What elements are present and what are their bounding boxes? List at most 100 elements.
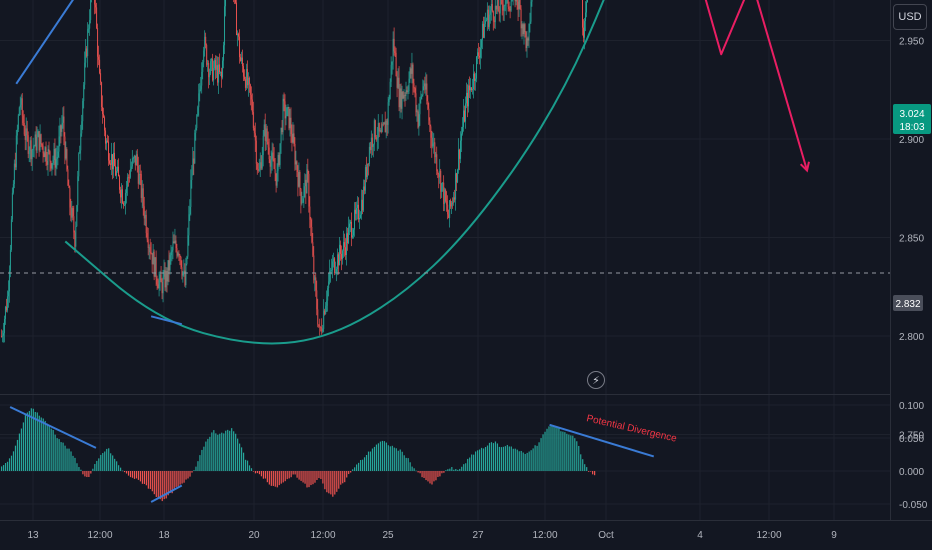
candle-body — [80, 133, 82, 151]
histogram-bar — [546, 428, 548, 471]
histogram-bar — [46, 423, 48, 471]
histogram-bar — [54, 434, 56, 471]
histogram-bar — [510, 446, 512, 471]
histogram-bar — [250, 468, 253, 471]
candle-body — [300, 188, 302, 204]
candle-body — [502, 4, 504, 11]
histogram-bar — [570, 435, 572, 471]
candle-body — [193, 158, 195, 164]
blue-divergence-line-osc-2[interactable] — [150, 484, 183, 503]
candle-body — [220, 71, 222, 73]
candle-body — [124, 193, 126, 205]
histogram-bar — [76, 463, 78, 471]
histogram-bar — [508, 446, 510, 471]
candle-body — [238, 33, 239, 37]
blue-divergence-line-price-2[interactable] — [150, 315, 183, 326]
crosshair-price-badge: 2.832 — [893, 295, 923, 311]
histogram-bar — [264, 471, 266, 479]
candle-body — [243, 76, 245, 80]
histogram-bar — [125, 471, 128, 474]
lightning-icon[interactable]: ⚡ — [587, 371, 605, 389]
blue-divergence-line-price-1[interactable] — [15, 0, 96, 85]
candle-body — [258, 169, 260, 171]
candle-body — [377, 122, 379, 139]
candle-body — [245, 68, 247, 88]
candle-body — [462, 126, 464, 134]
histogram-bar — [336, 471, 338, 492]
candle-body — [239, 36, 240, 58]
candle-body — [427, 101, 429, 109]
currency-button[interactable]: USD — [893, 4, 927, 30]
candle-body — [104, 117, 106, 131]
histogram-bar — [167, 471, 169, 496]
candle-body — [6, 296, 8, 311]
histogram-bar — [181, 471, 183, 484]
candle-body — [186, 256, 188, 265]
histogram-bar — [534, 445, 536, 471]
histogram-bar — [324, 471, 326, 490]
histogram-bar — [496, 443, 499, 471]
candle-body — [342, 250, 344, 260]
candle-body — [495, 5, 497, 10]
histogram-bar — [471, 454, 473, 471]
candle-body — [423, 83, 425, 87]
drawing-layer[interactable] — [9, 0, 810, 503]
candle-body — [88, 28, 90, 30]
candle-body — [18, 107, 20, 116]
candle-body — [528, 23, 530, 41]
candle-body — [271, 152, 273, 161]
histogram-bar — [431, 471, 433, 485]
histogram-bar — [102, 453, 104, 471]
candle-body — [1, 336, 2, 337]
candle-body — [1, 335, 3, 337]
candle-body — [341, 253, 343, 260]
candle-body — [301, 202, 303, 204]
candle-body — [307, 169, 309, 174]
candle-body — [288, 107, 290, 129]
green-arc-support[interactable] — [64, 0, 696, 345]
histogram-bar — [147, 471, 149, 489]
candle-body — [362, 186, 364, 211]
histogram-bar — [288, 471, 290, 479]
candle-body — [382, 124, 384, 126]
candle-body — [63, 116, 65, 137]
candle-body — [130, 166, 132, 169]
candle-body — [264, 124, 266, 141]
candle-body — [225, 0, 227, 7]
histogram-bar — [369, 451, 372, 471]
histogram-bar — [488, 442, 491, 471]
candle-body — [5, 306, 7, 311]
candle-body — [178, 253, 180, 256]
histogram-bar — [500, 447, 502, 471]
histogram-bar — [108, 448, 110, 471]
candle-body — [290, 117, 292, 135]
candle-body — [177, 253, 179, 256]
candle-body — [201, 71, 203, 86]
histogram-bar — [528, 451, 530, 471]
candle-body — [315, 277, 317, 291]
histogram-bar — [68, 448, 70, 471]
histogram-bar — [199, 455, 201, 471]
candle-body — [416, 111, 418, 113]
candle-body — [363, 186, 365, 191]
candle-body — [239, 57, 241, 62]
candle-body — [287, 107, 289, 108]
candle-body — [488, 14, 490, 27]
candle-body — [56, 156, 58, 159]
histogram-bar — [96, 460, 98, 471]
candle-body — [417, 111, 419, 128]
candle-body — [328, 281, 330, 289]
blue-divergence-line-osc-3[interactable] — [549, 423, 655, 458]
histogram-bar — [427, 471, 429, 482]
candle-body — [28, 150, 30, 154]
histogram-bar — [536, 445, 538, 471]
histogram-bar — [239, 443, 241, 471]
candle-body — [453, 197, 455, 203]
candle-body — [421, 95, 423, 97]
blue-divergence-line-osc-1[interactable] — [9, 406, 97, 449]
candle-body — [401, 91, 403, 109]
candle-body — [11, 192, 13, 220]
candle-body — [221, 71, 223, 78]
candle-body — [432, 143, 434, 147]
